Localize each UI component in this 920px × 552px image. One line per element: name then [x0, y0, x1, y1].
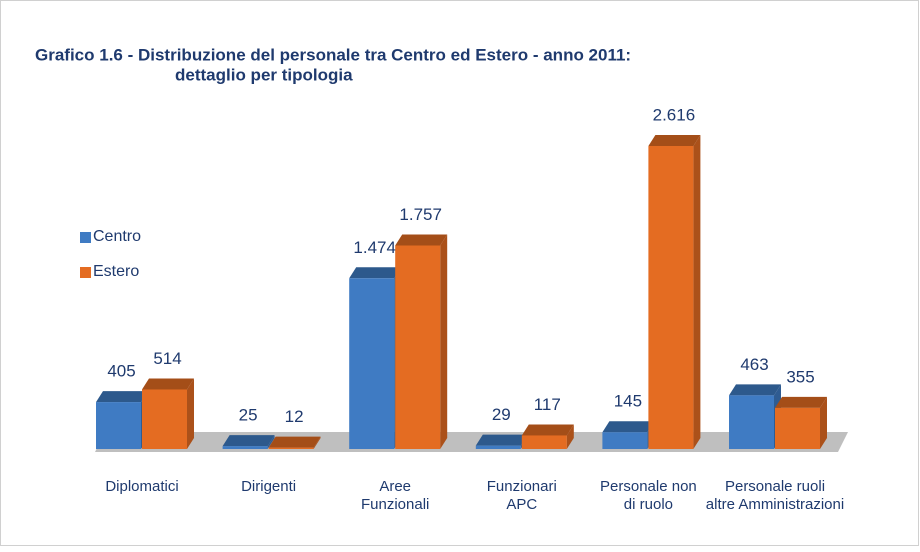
bar-top [521, 424, 574, 436]
bar [222, 435, 275, 449]
bar-front [395, 245, 441, 449]
data-label: 145 [614, 392, 642, 411]
bar-front [96, 402, 141, 449]
bar [349, 267, 402, 449]
x-tick-label-line: Personale non [600, 478, 697, 495]
bar [729, 384, 781, 449]
legend-label: Centro [93, 228, 141, 245]
x-tick-label: Dirigenti [241, 478, 296, 495]
x-tick-label: Funzionari APC [487, 478, 557, 513]
bar-top [222, 435, 275, 447]
x-tick-label-line: Aree [379, 478, 411, 495]
bar-top [96, 391, 148, 403]
bar-front [142, 389, 187, 449]
data-label: 12 [285, 407, 304, 426]
x-tick-label-line: Personale ruoli [725, 478, 825, 495]
data-label: 29 [492, 405, 511, 424]
bar-front [602, 432, 648, 449]
bar-front [729, 395, 774, 449]
bar [602, 421, 655, 449]
bar-front [475, 445, 521, 449]
x-tick-label-line: Diplomatici [105, 478, 178, 495]
bar [648, 135, 701, 449]
bar-top [648, 135, 701, 146]
x-tick-label: Personale ruoli altre Amministrazioni [706, 478, 844, 513]
bar-front [648, 146, 694, 449]
legend-swatch [80, 267, 91, 278]
data-label: 1.757 [399, 205, 442, 224]
bar [475, 434, 528, 449]
bar [395, 234, 448, 449]
bar-top [475, 434, 528, 446]
bar-top [729, 384, 781, 396]
bar-side [820, 396, 827, 449]
data-label: 355 [786, 367, 814, 386]
legend-label: Estero [93, 263, 139, 280]
bar [142, 378, 194, 449]
x-tick-label-line: Funzionali [361, 496, 429, 513]
bar-side [187, 378, 194, 449]
bar-front [349, 278, 395, 449]
bar-front [222, 446, 268, 449]
x-tick-label-line: APC [506, 496, 537, 513]
x-tick-label-line: Dirigenti [241, 478, 296, 495]
bar [521, 424, 574, 449]
x-tick-label: Diplomatici [105, 478, 178, 495]
data-label: 25 [239, 406, 258, 425]
data-label: 463 [740, 355, 768, 374]
bar-side [267, 435, 275, 449]
bar-front [268, 447, 314, 449]
bar-front [775, 407, 820, 449]
x-tick-label-line: Funzionari [487, 478, 557, 495]
chart-title: Grafico 1.6 - Distribuzione del personal… [35, 45, 631, 64]
x-tick-label: Personale non di ruolo [600, 478, 697, 513]
bar [268, 436, 321, 449]
data-label: 405 [107, 362, 135, 381]
chart-title: dettaglio per tipologia [175, 65, 353, 84]
data-label: 117 [534, 395, 561, 414]
bar-top [775, 396, 827, 408]
bar-top [142, 378, 194, 390]
x-tick-label: Aree Funzionali [361, 478, 429, 513]
x-tick-label-line: di ruolo [624, 496, 673, 513]
data-label: 2.616 [653, 105, 696, 124]
bar-side [440, 234, 448, 449]
bar-top [602, 421, 655, 433]
bar-side [313, 436, 321, 449]
bar-side [693, 135, 701, 449]
bar-top [268, 436, 321, 448]
bar-top [349, 267, 402, 279]
x-tick-label-line: altre Amministrazioni [706, 496, 844, 513]
bar-front [521, 435, 567, 449]
bar [96, 391, 148, 449]
bar [775, 396, 827, 449]
legend-swatch [80, 232, 91, 243]
data-label: 514 [153, 349, 181, 368]
bar-side [566, 424, 574, 449]
data-label: 1.474 [353, 238, 396, 257]
bar-top [395, 234, 448, 246]
